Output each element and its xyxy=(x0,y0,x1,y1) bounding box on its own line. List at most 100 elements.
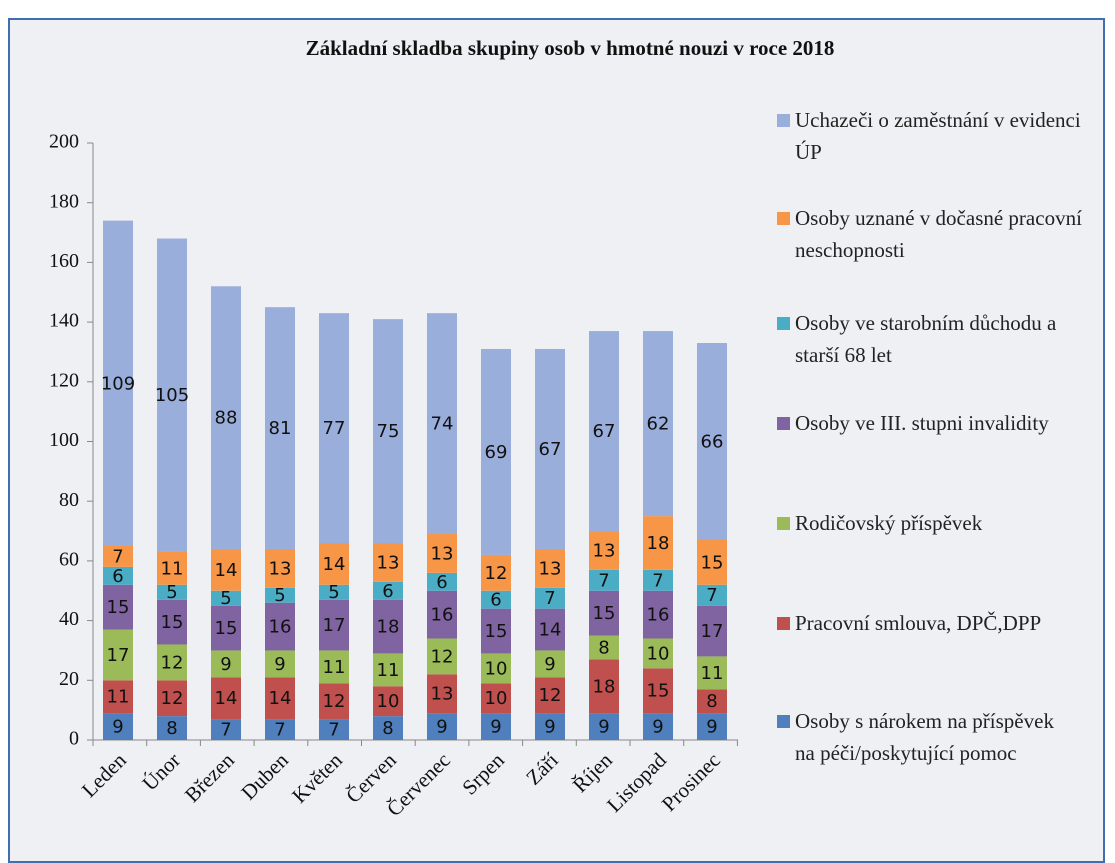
legend-entry: Osoby s nárokem na příspěvek na péči/pos… xyxy=(777,705,1097,769)
x-tick-label: Únor xyxy=(137,748,184,795)
data-label: 12 xyxy=(323,691,346,712)
bar-segment xyxy=(103,629,133,681)
bar-segment xyxy=(535,677,565,714)
data-label: 62 xyxy=(647,414,670,435)
data-label: 7 xyxy=(544,588,555,609)
legend-swatch xyxy=(777,317,790,330)
x-tick-label: Květen xyxy=(287,748,347,808)
bar-segment xyxy=(265,650,295,678)
data-label: 7 xyxy=(220,720,231,741)
y-tick-label: 120 xyxy=(49,369,79,391)
data-label: 15 xyxy=(161,612,184,633)
data-label: 13 xyxy=(539,558,562,579)
x-tick-label: Duben xyxy=(236,748,293,805)
bar-segment xyxy=(427,638,457,675)
bar-segment xyxy=(319,542,349,585)
data-label: 67 xyxy=(539,439,562,460)
y-tick-label: 160 xyxy=(49,250,79,272)
y-tick-label: 40 xyxy=(59,608,79,630)
data-label: 15 xyxy=(647,681,670,702)
data-label: 6 xyxy=(382,581,393,602)
legend-entry: Rodičovský příspěvek xyxy=(777,507,1097,539)
bar-segment xyxy=(319,650,349,684)
bar-segment xyxy=(427,674,457,714)
bar-segment xyxy=(589,569,619,591)
bar-segment xyxy=(211,548,241,591)
data-label: 17 xyxy=(701,621,724,642)
bar-segment xyxy=(265,587,295,603)
bar-segment xyxy=(697,584,727,606)
bar-segment xyxy=(589,531,619,570)
data-label: 14 xyxy=(215,560,238,581)
bar-segment xyxy=(103,220,133,546)
bar-segment xyxy=(535,713,565,740)
bar-segment xyxy=(157,238,187,552)
bar-segment xyxy=(643,668,673,714)
data-label: 7 xyxy=(706,585,717,606)
data-label: 18 xyxy=(377,617,400,638)
data-label: 9 xyxy=(544,717,555,738)
bar-segment xyxy=(535,587,565,609)
data-label: 12 xyxy=(161,688,184,709)
data-label: 14 xyxy=(539,620,562,641)
data-label: 15 xyxy=(485,621,508,642)
data-label: 18 xyxy=(647,533,670,554)
x-tick-label: Říjen xyxy=(568,748,617,797)
data-label: 17 xyxy=(323,615,346,636)
bar-segment xyxy=(643,516,673,570)
y-tick-label: 140 xyxy=(49,310,79,332)
data-label: 109 xyxy=(101,373,135,394)
data-label: 6 xyxy=(112,566,123,587)
bar-segment xyxy=(373,686,403,717)
bar-segment xyxy=(373,542,403,582)
legend-label: Osoby ve starobním důchodu a starší 68 l… xyxy=(795,311,1057,367)
bar-segment xyxy=(427,572,457,591)
data-label: 16 xyxy=(647,605,670,626)
data-label: 11 xyxy=(377,660,400,681)
bar-segment xyxy=(265,719,295,740)
bar-segment xyxy=(319,599,349,651)
data-label: 14 xyxy=(215,688,238,709)
data-label: 88 xyxy=(215,408,238,429)
data-label: 67 xyxy=(593,421,616,442)
bar-segment xyxy=(319,719,349,740)
legend-entry: Osoby ve starobním důchodu a starší 68 l… xyxy=(777,307,1097,371)
bar-segment xyxy=(697,342,727,541)
legend-entry: Pracovní smlouva, DPČ,DPP xyxy=(777,607,1097,639)
data-label: 14 xyxy=(269,688,292,709)
data-label: 15 xyxy=(593,603,616,624)
legend-entry: Osoby uznané v dočasné pracovní neschopn… xyxy=(777,202,1097,266)
bar-segment xyxy=(589,659,619,714)
legend-swatch xyxy=(777,517,790,530)
data-label: 11 xyxy=(323,657,346,678)
bar-segment xyxy=(535,608,565,651)
legend-label: Osoby ve III. stupni invalidity xyxy=(795,411,1049,435)
data-label: 66 xyxy=(701,432,724,453)
legend-label: Osoby s nárokem na příspěvek na péči/pos… xyxy=(795,709,1054,765)
data-label: 11 xyxy=(161,558,184,579)
bar-segment xyxy=(697,605,727,657)
data-label: 14 xyxy=(323,554,346,575)
bar-segment xyxy=(157,644,187,681)
bar-segment xyxy=(157,551,187,585)
bar-segment xyxy=(103,566,133,585)
data-label: 9 xyxy=(652,717,663,738)
data-label: 12 xyxy=(161,652,184,673)
bar-segment xyxy=(211,590,241,606)
legend-swatch xyxy=(777,212,790,225)
bar-segment xyxy=(157,584,187,600)
bar-segment xyxy=(481,653,511,684)
bar-segment xyxy=(211,650,241,678)
bar-segment xyxy=(589,590,619,636)
bar-segment xyxy=(157,680,187,717)
bar-segment xyxy=(589,635,619,660)
data-label: 81 xyxy=(269,418,292,439)
data-label: 7 xyxy=(328,720,339,741)
y-tick-label: 60 xyxy=(59,548,79,570)
data-label: 16 xyxy=(269,617,292,638)
x-tick-label: Srpen xyxy=(457,748,509,800)
data-label: 9 xyxy=(544,654,555,675)
bar-segment xyxy=(535,348,565,549)
data-label: 9 xyxy=(274,654,285,675)
legend-entry: Uchazeči o zaměstnání v evidenci ÚP xyxy=(777,104,1097,168)
